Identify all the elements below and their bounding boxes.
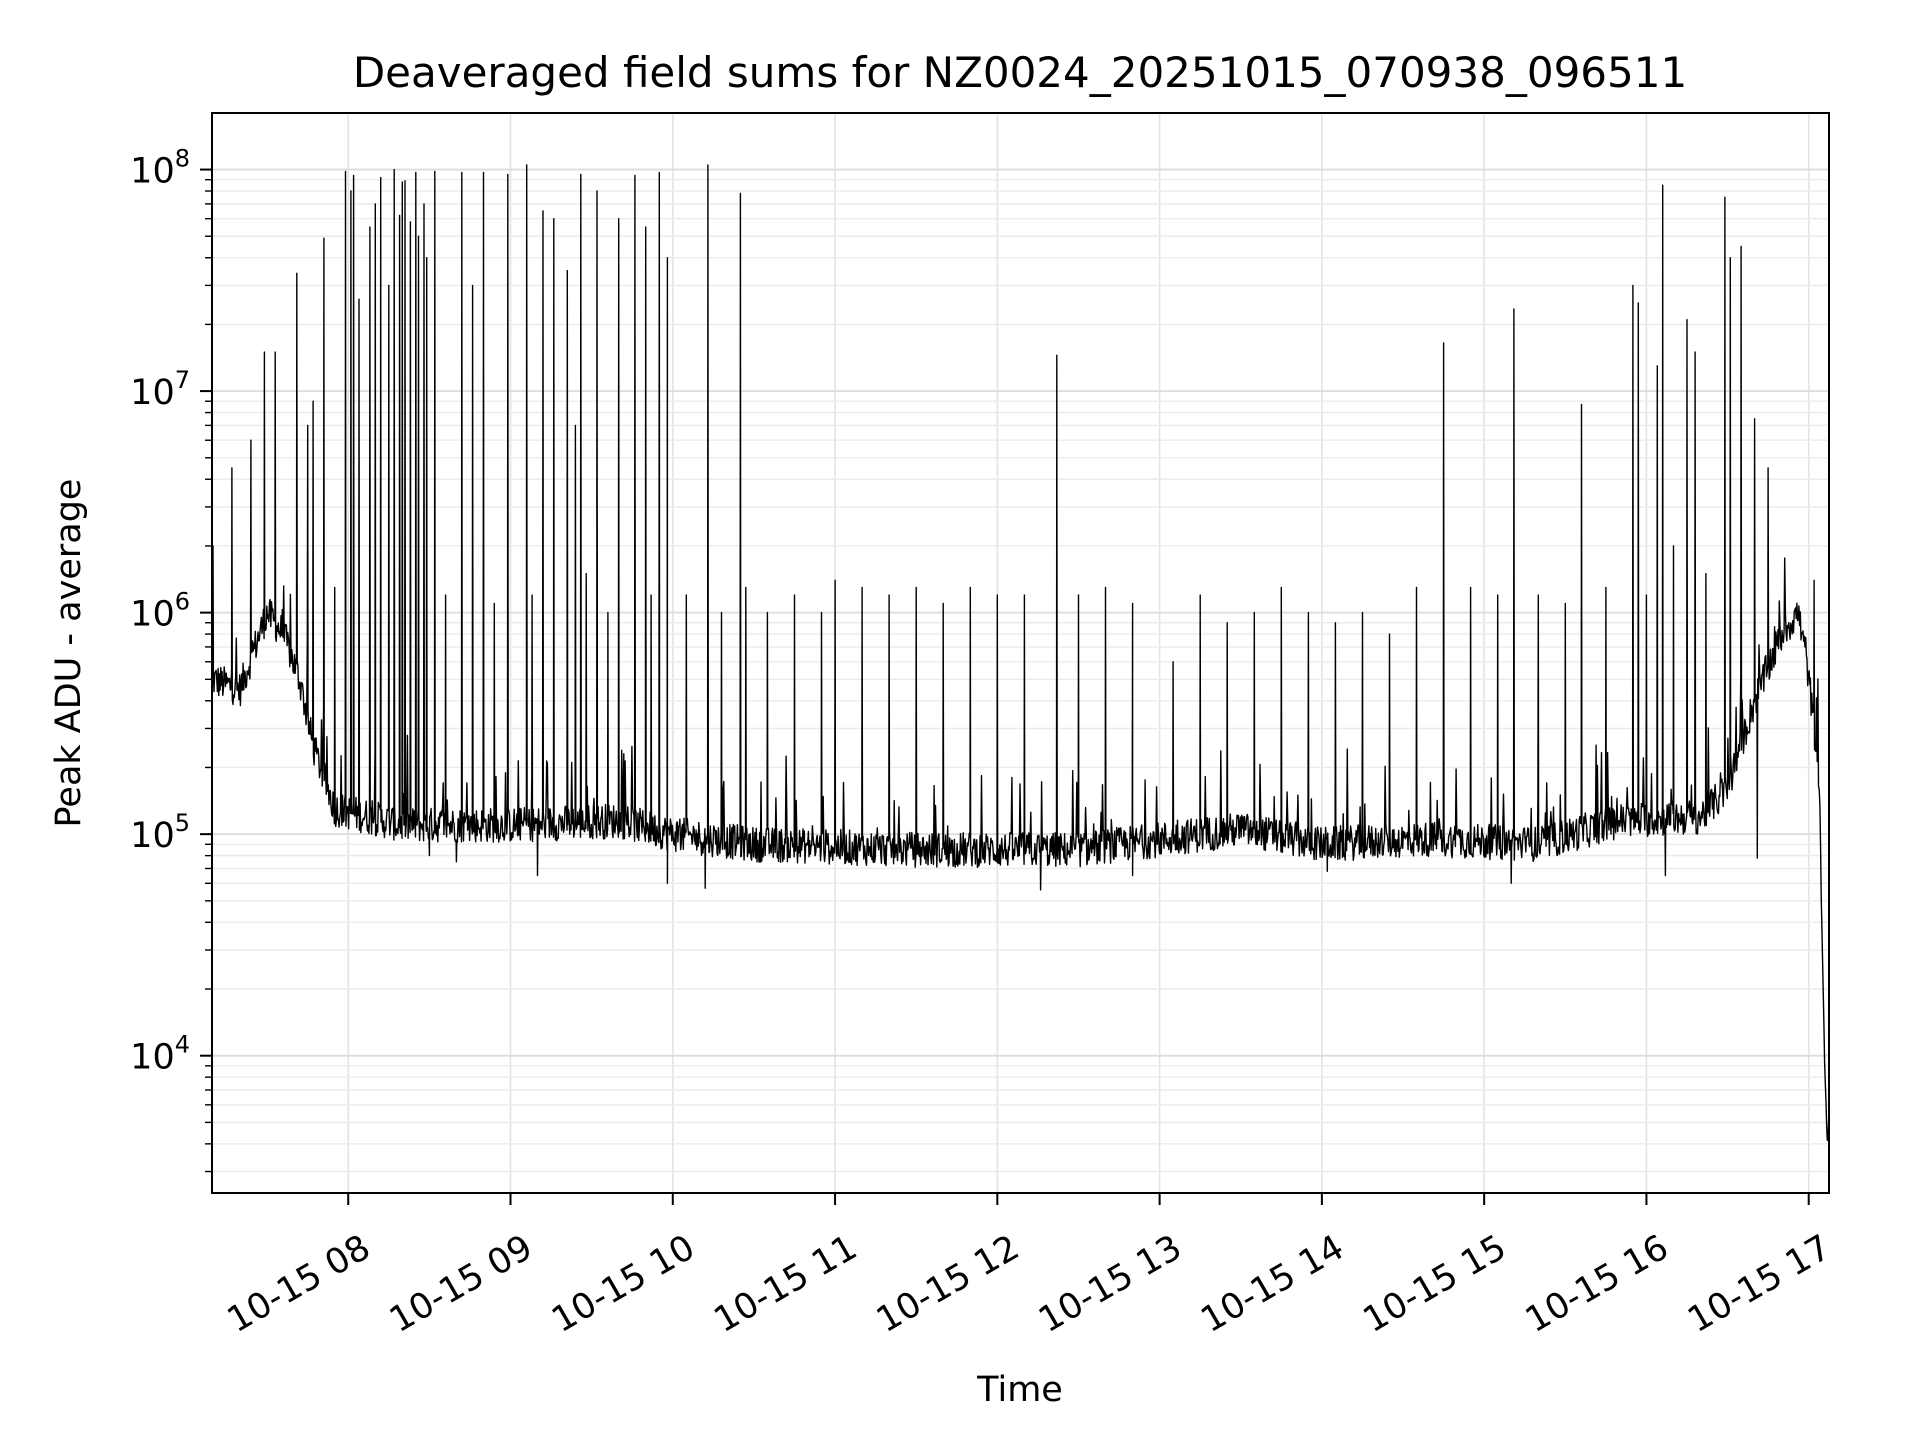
y-tick-label: 107 xyxy=(130,366,190,413)
y-tick-label: 106 xyxy=(130,588,190,635)
y-axis: 104 105 106 107 108 xyxy=(130,145,212,1173)
x-axis-label: Time xyxy=(976,1370,1063,1410)
plot-frame xyxy=(211,112,1830,1194)
chart-title: Deaveraged field sums for NZ0024_2025101… xyxy=(353,48,1687,97)
y-tick-label: 108 xyxy=(130,145,190,192)
series-line xyxy=(211,164,1830,1141)
y-tick-label: 104 xyxy=(130,1031,190,1078)
y-tick-label: 105 xyxy=(130,809,190,856)
y-axis-label: Peak ADU - average xyxy=(49,479,89,828)
series-path xyxy=(211,164,1830,1141)
grid-lines xyxy=(212,113,1829,1193)
